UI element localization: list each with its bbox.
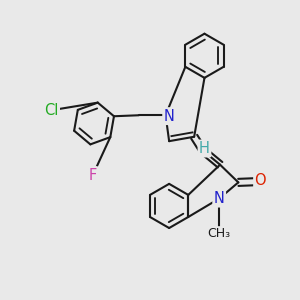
Text: O: O <box>255 173 266 188</box>
Text: H: H <box>199 141 210 156</box>
Text: N: N <box>164 109 175 124</box>
Text: F: F <box>88 167 97 182</box>
Text: N: N <box>214 191 225 206</box>
Text: CH₃: CH₃ <box>208 227 231 240</box>
Text: Cl: Cl <box>44 103 58 118</box>
